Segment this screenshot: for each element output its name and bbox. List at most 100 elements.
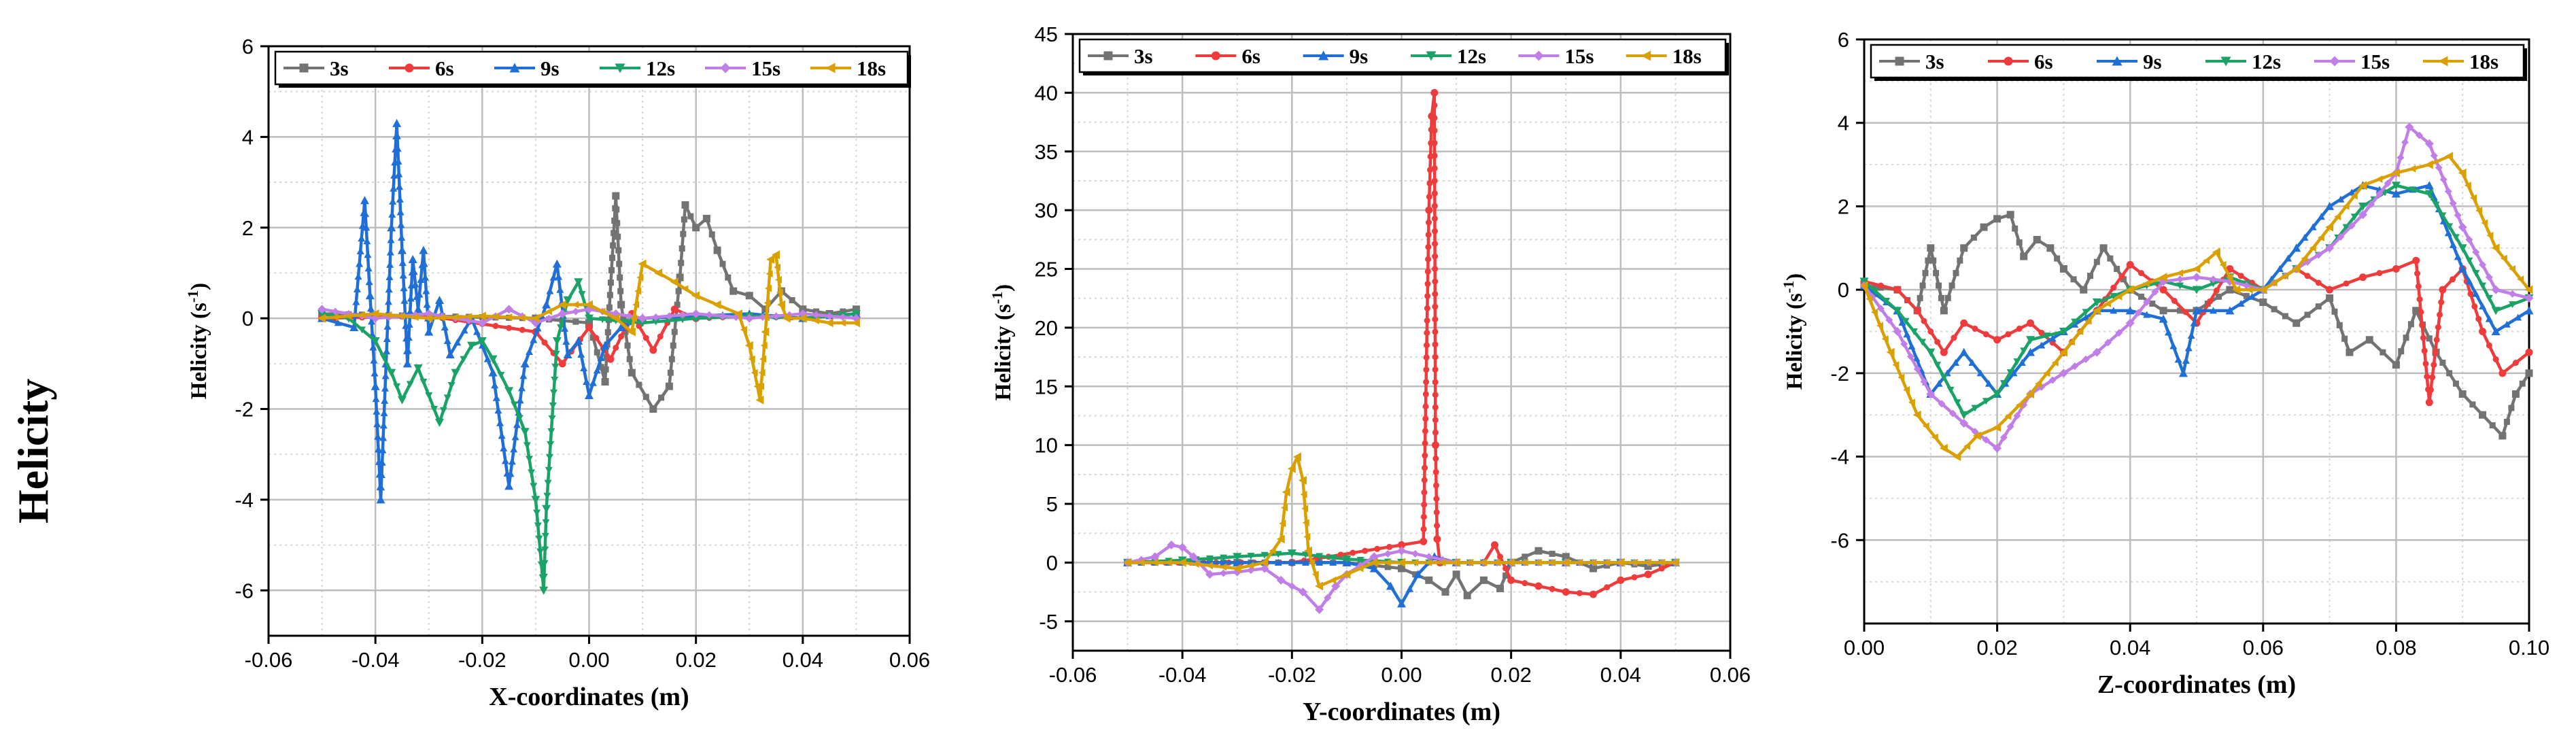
data-point xyxy=(1384,549,1392,558)
data-point xyxy=(649,346,657,354)
data-point xyxy=(1423,366,1430,373)
data-point xyxy=(420,260,428,267)
data-point xyxy=(2114,265,2120,272)
legend-marker-18s xyxy=(825,63,836,73)
data-point xyxy=(413,364,423,373)
data-point xyxy=(1315,581,1324,591)
data-point xyxy=(417,275,425,283)
data-point xyxy=(1934,362,1942,369)
data-point xyxy=(638,313,647,323)
data-point xyxy=(2454,211,2462,220)
y-tick-label: 45 xyxy=(1035,22,1058,46)
data-point xyxy=(713,246,721,254)
data-point xyxy=(2525,369,2533,377)
data-point xyxy=(2435,324,2441,330)
data-point xyxy=(354,273,362,280)
data-point xyxy=(2491,327,2501,335)
data-point xyxy=(1287,464,1296,473)
data-point xyxy=(624,342,631,349)
data-point xyxy=(2398,348,2405,355)
data-point xyxy=(517,384,526,392)
data-point xyxy=(381,372,390,379)
y-tick-label: -4 xyxy=(235,488,254,512)
data-point xyxy=(2341,335,2348,342)
legend-label-15s: 15s xyxy=(2360,50,2390,73)
data-point xyxy=(670,305,679,313)
data-point xyxy=(2397,154,2405,162)
data-point xyxy=(1406,585,1414,592)
data-point xyxy=(1920,377,1928,386)
legend-label-3s: 3s xyxy=(330,56,349,80)
data-point xyxy=(2219,260,2227,269)
y-tick-label: 5 xyxy=(1046,492,1058,516)
data-point xyxy=(2071,318,2079,326)
data-point xyxy=(1192,560,1199,568)
data-point xyxy=(1150,552,1160,562)
data-point xyxy=(2115,329,2123,337)
data-point xyxy=(1927,244,1935,252)
data-point xyxy=(1233,564,1241,573)
data-point xyxy=(2192,306,2201,315)
x-tick-label: 0.00 xyxy=(1844,636,1885,660)
data-point xyxy=(2203,256,2210,264)
data-point xyxy=(563,350,572,359)
data-point xyxy=(549,402,557,409)
data-point xyxy=(1316,553,1324,560)
data-point xyxy=(652,313,660,321)
data-point xyxy=(395,170,403,177)
data-point xyxy=(612,192,620,200)
data-point xyxy=(552,259,562,268)
data-point xyxy=(1452,570,1460,579)
data-point xyxy=(2429,374,2436,381)
data-point xyxy=(387,223,396,232)
data-point xyxy=(1331,581,1341,591)
data-point xyxy=(1934,339,1941,345)
data-point xyxy=(477,337,487,345)
data-point xyxy=(504,387,514,396)
data-point xyxy=(2511,390,2520,398)
data-point xyxy=(1866,295,1873,303)
x-tick-label: 0.06 xyxy=(889,648,930,672)
data-point xyxy=(545,454,553,461)
data-point xyxy=(2159,314,2168,323)
data-point xyxy=(1885,316,1893,324)
data-point xyxy=(2491,243,2500,253)
data-point xyxy=(719,260,726,267)
data-point xyxy=(1859,281,1868,290)
data-point xyxy=(447,382,456,390)
data-point xyxy=(1279,519,1286,528)
data-point xyxy=(406,381,414,388)
data-point xyxy=(2125,306,2135,315)
data-point xyxy=(1421,501,1428,508)
data-point xyxy=(331,307,339,315)
x-axis-title: Y-coordinates (m) xyxy=(1303,698,1500,726)
data-point xyxy=(1298,587,1307,597)
data-point xyxy=(617,301,625,309)
data-point xyxy=(2242,281,2250,290)
data-point xyxy=(759,313,767,321)
data-point xyxy=(626,356,633,362)
data-point xyxy=(2524,293,2534,303)
data-point xyxy=(1397,558,1405,567)
data-point xyxy=(2282,313,2288,320)
data-point xyxy=(2525,348,2533,356)
data-point xyxy=(2176,275,2184,284)
data-point xyxy=(2125,285,2134,294)
data-point xyxy=(366,305,375,312)
data-point xyxy=(1463,592,1471,600)
data-point xyxy=(399,271,407,279)
x-tick-label: -0.04 xyxy=(351,648,400,672)
legend-marker-15s xyxy=(720,63,731,73)
data-point xyxy=(1466,558,1473,566)
x-tick-label: 0.10 xyxy=(2509,636,2549,660)
data-point xyxy=(423,301,431,308)
data-point xyxy=(2138,293,2144,300)
data-point xyxy=(617,288,624,294)
data-point xyxy=(2458,168,2467,177)
data-point xyxy=(385,286,393,293)
data-point xyxy=(535,535,543,543)
data-point xyxy=(1434,522,1441,529)
data-point xyxy=(1921,318,1927,324)
data-point xyxy=(2325,243,2335,253)
data-point xyxy=(2184,344,2193,352)
